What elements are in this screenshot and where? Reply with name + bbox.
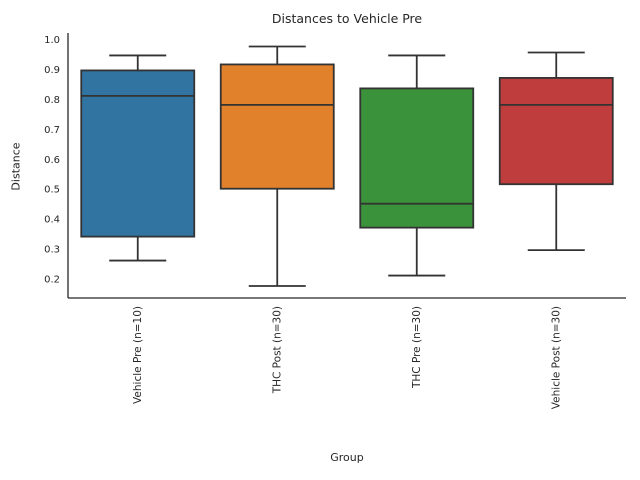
y-tick-label: 1.0 [44,35,60,46]
x-tick-label: THC Pre (n=30) [411,306,423,389]
y-tick-label: 0.2 [44,275,60,286]
box-3 [359,87,475,229]
x-tick-label: Vehicle Pre (n=10) [132,306,144,404]
y-tick-label: 0.9 [44,65,60,76]
x-tick-label: THC Post (n=30) [271,306,283,394]
y-axis-label: Distance [9,142,23,191]
y-tick-label: 0.3 [44,245,60,256]
chart-title: Distances to Vehicle Pre [271,11,423,26]
x-tick-label: Vehicle Post (n=30) [550,306,562,409]
box-4 [498,77,614,186]
y-tick-label: 0.8 [44,95,60,106]
y-tick-label: 0.7 [44,125,60,136]
box-2 [219,63,335,190]
box-1 [80,69,196,238]
y-tick-label: 0.4 [44,215,60,226]
y-tick-label: 0.6 [44,155,60,166]
y-tick-label: 0.5 [44,185,60,196]
x-axis-label: Group [330,451,364,464]
